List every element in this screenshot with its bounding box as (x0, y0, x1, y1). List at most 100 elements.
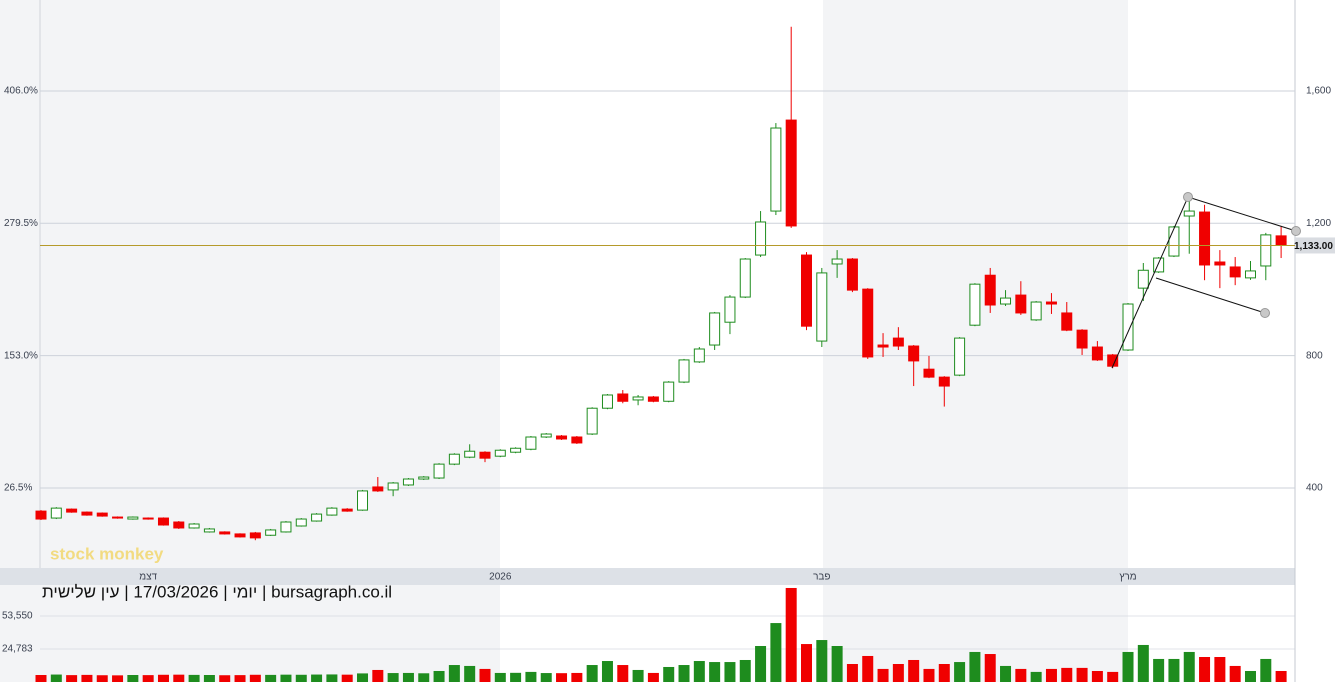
candle-body (1275, 235, 1287, 246)
volume-bar (892, 663, 904, 682)
volume-bar (280, 674, 292, 682)
volume-bar (724, 662, 736, 682)
candle-body (908, 345, 920, 362)
candle-body (81, 511, 93, 516)
volume-bar (295, 674, 307, 682)
volume-bar (1045, 668, 1057, 682)
candle-body (601, 394, 613, 409)
candle-body (1061, 312, 1073, 331)
volume-bar (1229, 665, 1241, 682)
candle-body (1122, 303, 1134, 351)
candle-body (295, 518, 307, 527)
volume-bar (402, 672, 414, 682)
last-price-box (1295, 237, 1335, 254)
anchor-point (1291, 226, 1301, 236)
marks (35, 26, 1287, 682)
candle-body (1107, 354, 1119, 367)
candle-body (586, 407, 598, 435)
candle-body (464, 450, 476, 458)
candle-body (739, 258, 751, 298)
volume-bar (448, 665, 460, 682)
y-tick-label: 1,600 (1306, 86, 1331, 97)
trend-annotation (1111, 192, 1301, 369)
volume-bar (249, 674, 261, 682)
volume-bar (831, 645, 843, 682)
volume-bar (142, 675, 154, 682)
candle-body (1030, 301, 1042, 321)
candle-body (984, 274, 996, 306)
volume-bar (234, 675, 246, 682)
volume-bar (540, 673, 552, 682)
anchor-point (1183, 192, 1193, 202)
volume-bar (1153, 658, 1165, 682)
volume-bar (1275, 670, 1287, 682)
candle-body (923, 368, 935, 378)
volume-bar (326, 674, 338, 682)
candle-body (1076, 329, 1088, 349)
volume-bar (601, 661, 613, 682)
volume-bar (785, 587, 797, 682)
candle-body (448, 453, 460, 465)
volume-bar (954, 662, 966, 682)
y-tick-label: 53,550 (2, 611, 33, 622)
x-tick-label: דצמ (139, 572, 157, 583)
volume-bar (1244, 670, 1256, 682)
candle-body (954, 337, 966, 376)
volume-bar (1137, 644, 1149, 682)
x-axis-strip (0, 568, 1295, 585)
volume-bar (510, 672, 522, 682)
volume-bar (433, 670, 445, 682)
candle-body (663, 381, 675, 402)
month-band (0, 0, 500, 568)
candle-body (693, 348, 705, 363)
volume-bar (1199, 657, 1211, 682)
volume-bar (494, 672, 506, 682)
volume-bar (816, 640, 828, 682)
candle-body (372, 486, 384, 492)
candle-body (1214, 261, 1226, 266)
volume-bar (203, 675, 215, 682)
volume-bar (387, 673, 399, 682)
y-tick-label: 1,200 (1306, 218, 1331, 229)
candle-body (770, 127, 782, 212)
candle-body (203, 528, 215, 533)
volume-bar (35, 675, 47, 682)
volume-bar (877, 668, 889, 682)
volume-bar (1030, 671, 1042, 682)
candle-body (632, 396, 644, 401)
candle-body (969, 283, 981, 326)
candle-body (1168, 226, 1180, 257)
volume-bar (1107, 671, 1119, 682)
trend-line (1187, 196, 1297, 232)
candle-body (1260, 234, 1272, 267)
candle-body (617, 393, 629, 402)
candle-body (35, 510, 47, 520)
x-tick-label: פבר (813, 572, 830, 583)
y-tick-label: 400 (1306, 483, 1323, 494)
y2-tick-label: 406.0% (4, 86, 38, 97)
volume-bar (96, 675, 108, 682)
x-tick-label: 2026 (489, 572, 512, 583)
anchor-point (1260, 308, 1270, 318)
y-tick-label: 800 (1306, 350, 1323, 361)
volume-bar (418, 673, 430, 682)
volume-bar (938, 663, 950, 682)
candle-body (892, 337, 904, 347)
volume-bar (1091, 670, 1103, 682)
volume-bar (801, 644, 812, 682)
volume-bar (586, 665, 598, 682)
volume-bar (908, 659, 920, 682)
candle-body (387, 482, 399, 491)
candle-body (1091, 346, 1103, 361)
candle-body (510, 447, 522, 453)
candle-body (265, 529, 277, 536)
candle-body (1015, 294, 1027, 314)
volume-bar (341, 674, 353, 682)
candle-body (877, 344, 889, 348)
candle-body (540, 433, 552, 438)
volume-bar (678, 665, 690, 682)
volume-bar (112, 675, 124, 682)
candle-body (50, 507, 62, 519)
volume-bar (984, 654, 996, 682)
